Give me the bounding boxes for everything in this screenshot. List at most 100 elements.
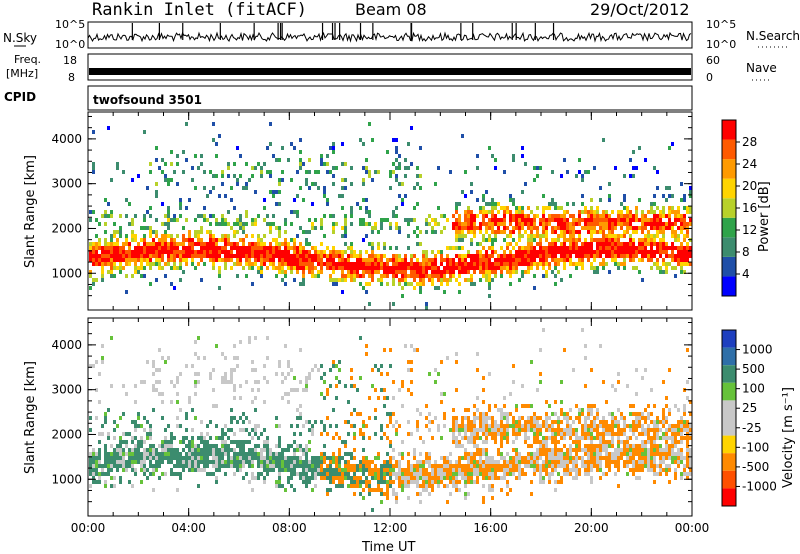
echo-cell	[677, 254, 680, 258]
echo-cell	[344, 162, 347, 166]
echo-cell	[440, 472, 443, 476]
echo-cell	[635, 468, 638, 472]
echo-cell	[212, 186, 215, 190]
echo-cell	[458, 464, 461, 468]
echo-cell	[557, 424, 560, 428]
echo-cell	[638, 416, 641, 420]
echo-cell	[410, 368, 413, 372]
echo-cell	[137, 424, 140, 428]
echo-cell	[662, 460, 665, 464]
echo-cell	[557, 440, 560, 444]
echo-cell	[284, 262, 287, 266]
echo-cell	[224, 452, 227, 456]
echo-cell	[680, 226, 683, 230]
echo-cell	[95, 360, 98, 364]
echo-cell	[623, 254, 626, 258]
echo-cell	[509, 250, 512, 254]
echo-cell	[641, 424, 644, 428]
echo-cell	[437, 222, 440, 226]
echo-cell	[584, 344, 587, 348]
echo-cell	[578, 412, 581, 416]
echo-cell	[470, 226, 473, 230]
echo-cell	[203, 214, 206, 218]
echo-cell	[542, 440, 545, 444]
colorbar-swatch	[722, 488, 736, 506]
echo-cell	[602, 250, 605, 254]
echo-cell	[659, 464, 662, 468]
echo-cell	[518, 460, 521, 464]
echo-cell	[392, 170, 395, 174]
echo-cell	[170, 258, 173, 262]
echo-cell	[329, 146, 332, 150]
echo-cell	[161, 416, 164, 420]
echo-cell	[242, 456, 245, 460]
echo-cell	[434, 480, 437, 484]
echo-cell	[671, 250, 674, 254]
echo-cell	[641, 222, 644, 226]
echo-cell	[467, 214, 470, 218]
echo-cell	[329, 258, 332, 262]
echo-cell	[650, 436, 653, 440]
echo-cell	[602, 214, 605, 218]
echo-cell	[350, 384, 353, 388]
echo-cell	[191, 464, 194, 468]
echo-cell	[245, 210, 248, 214]
echo-cell	[686, 396, 689, 400]
echo-cell	[482, 452, 485, 456]
echo-cell	[593, 456, 596, 460]
echo-cell	[188, 456, 191, 460]
echo-cell	[218, 266, 221, 270]
echo-cell	[212, 464, 215, 468]
echo-cell	[653, 464, 656, 468]
echo-cell	[170, 238, 173, 242]
echo-cell	[551, 250, 554, 254]
echo-cell	[404, 194, 407, 198]
echo-cell	[389, 226, 392, 230]
echo-cell	[209, 214, 212, 218]
echo-cell	[362, 464, 365, 468]
echo-cell	[194, 186, 197, 190]
echo-cell	[683, 258, 686, 262]
xtick-label: 00:00	[675, 521, 710, 535]
echo-cell	[152, 444, 155, 448]
xtick-label: 08:00	[272, 521, 307, 535]
echo-cell	[149, 262, 152, 266]
echo-cell	[626, 210, 629, 214]
echo-cell	[122, 242, 125, 246]
echo-cell	[485, 456, 488, 460]
echo-cell	[182, 254, 185, 258]
echo-cell	[131, 456, 134, 460]
echo-cell	[590, 368, 593, 372]
echo-cell	[404, 262, 407, 266]
echo-cell	[617, 432, 620, 436]
echo-cell	[146, 246, 149, 250]
echo-cell	[665, 186, 668, 190]
echo-cell	[374, 488, 377, 492]
echo-cell	[608, 218, 611, 222]
echo-cell	[563, 456, 566, 460]
echo-cell	[182, 460, 185, 464]
echo-cell	[248, 452, 251, 456]
echo-cell	[437, 266, 440, 270]
echo-cell	[119, 246, 122, 250]
echo-cell	[524, 440, 527, 444]
echo-cell	[638, 452, 641, 456]
echo-cell	[203, 218, 206, 222]
echo-cell	[470, 266, 473, 270]
echo-cell	[425, 302, 428, 306]
echo-cell	[557, 428, 560, 432]
echo-cell	[536, 448, 539, 452]
echo-cell	[323, 214, 326, 218]
echo-cell	[479, 266, 482, 270]
echo-cell	[647, 448, 650, 452]
echo-cell	[293, 452, 296, 456]
echo-cell	[638, 460, 641, 464]
echo-cell	[380, 278, 383, 282]
echo-cell	[383, 254, 386, 258]
echo-cell	[599, 226, 602, 230]
echo-cell	[299, 158, 302, 162]
echo-cell	[386, 452, 389, 456]
echo-cell	[503, 250, 506, 254]
echo-cell	[581, 436, 584, 440]
echo-cell	[239, 440, 242, 444]
